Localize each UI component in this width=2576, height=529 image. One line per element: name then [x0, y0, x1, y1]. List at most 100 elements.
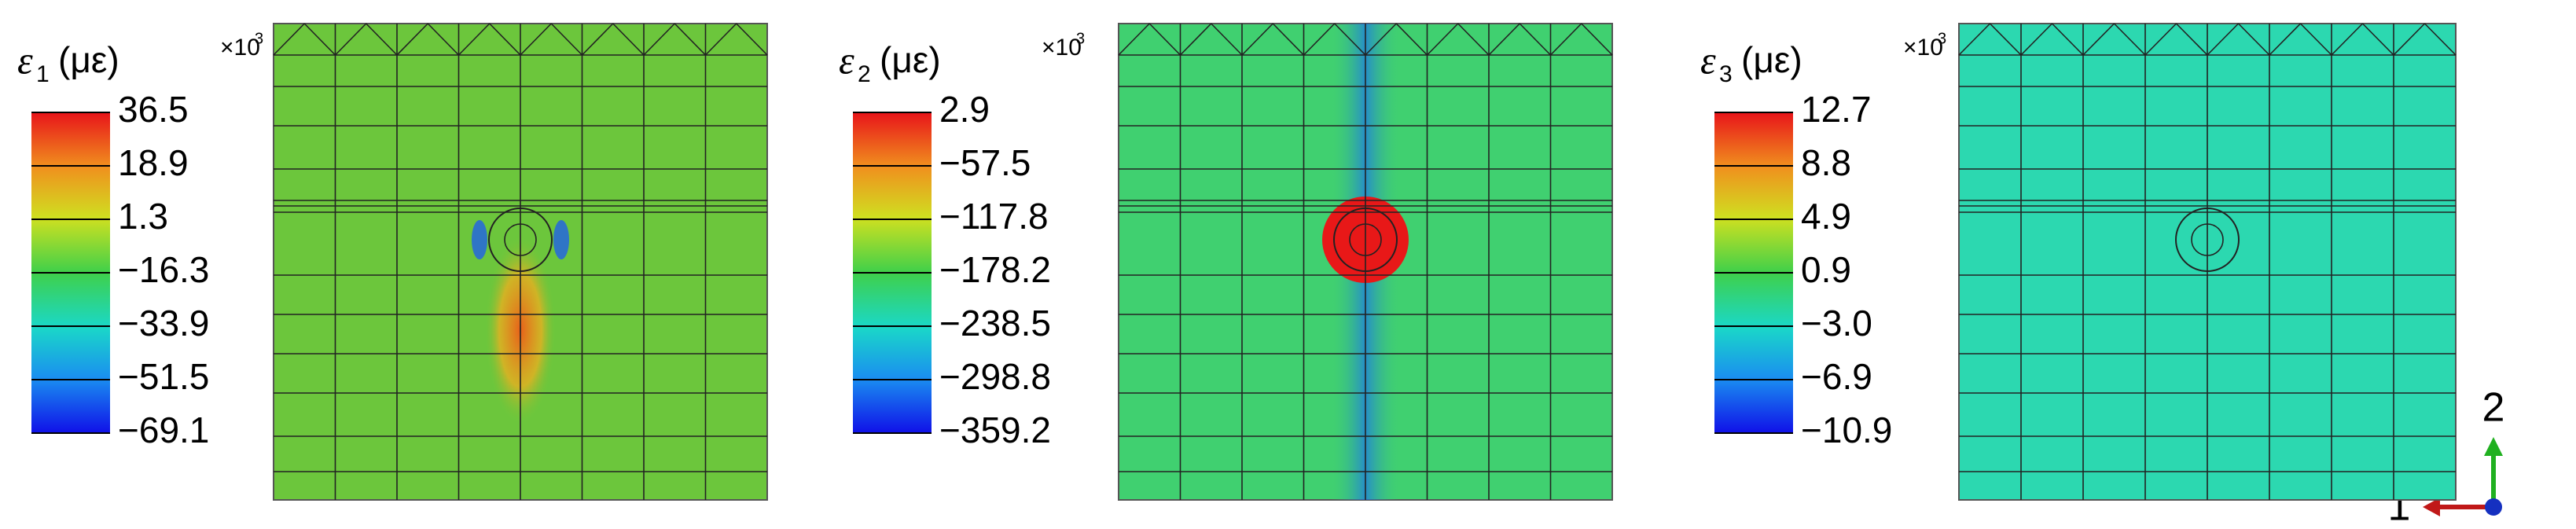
- mesh-line: [489, 23, 521, 56]
- mesh-line: [273, 23, 305, 56]
- title-unit: (με): [58, 39, 119, 80]
- mesh-line: [1334, 23, 1366, 56]
- panel: 2.9 −57.5 −117.8 −178.2 −238.5 −298.8 −359.2 ε 2…: [839, 23, 1613, 501]
- mesh-line: [427, 23, 460, 56]
- mesh-line: [1241, 23, 1273, 56]
- mesh-line: [674, 23, 707, 56]
- mesh-line: [458, 23, 491, 56]
- mesh-line: [2207, 23, 2240, 56]
- colorbar-label: −16.3: [118, 249, 209, 290]
- mesh-line: [1179, 23, 1212, 56]
- mesh-line: [612, 23, 645, 56]
- hole: [1333, 208, 1398, 272]
- mesh-line: [2423, 23, 2457, 56]
- mesh-line: [2237, 23, 2270, 56]
- colorbar-label: 2.9: [939, 89, 990, 130]
- colorbar-label: −117.8: [939, 196, 1049, 237]
- mesh-line: [396, 23, 428, 56]
- hole-inner: [1349, 223, 1382, 256]
- colorbar-label: 0.9: [1801, 249, 1851, 290]
- mesh-line: [1519, 23, 1552, 56]
- scale-exponent: 3: [1938, 30, 1946, 47]
- scale-exponent: 3: [255, 30, 263, 47]
- colorbar-label: −6.9: [1801, 356, 1872, 397]
- mesh-line: [303, 23, 336, 56]
- colorbar-label: −51.5: [118, 356, 209, 397]
- mesh-line: [1272, 23, 1305, 56]
- contour-plot: [1958, 23, 2457, 501]
- colorbar-label: −57.5: [939, 142, 1031, 183]
- mesh-line: [2144, 23, 2177, 56]
- contour-plot: [1118, 23, 1613, 501]
- colorbar-label: −33.9: [118, 303, 209, 343]
- mesh-line: [520, 23, 552, 56]
- hole: [2175, 208, 2240, 272]
- mesh-line: [2051, 23, 2084, 56]
- mesh-line: [2393, 23, 2426, 56]
- mesh-line: [1118, 23, 1150, 56]
- hole-inner: [504, 223, 537, 256]
- title-unit: (με): [880, 39, 941, 80]
- mesh-line: [334, 23, 367, 56]
- mesh-line: [2113, 23, 2146, 56]
- colorbar-label: 36.5: [118, 89, 189, 130]
- mesh-line: [1581, 23, 1613, 56]
- colorbar-label: −238.5: [939, 303, 1051, 343]
- title-subscript: 1: [36, 61, 50, 87]
- panel: 36.5 18.9 1.3 −16.3 −33.9 −51.5 −69.1 ε 1 (με) ×10…: [17, 23, 768, 501]
- hole-inner: [2191, 223, 2224, 256]
- title-symbol: ε: [17, 38, 33, 82]
- title-symbol: ε: [839, 38, 854, 82]
- mesh-line: [2299, 23, 2332, 56]
- mesh-line: [1211, 23, 1243, 56]
- title-subscript: 3: [1719, 61, 1733, 87]
- mesh-line: [2020, 23, 2053, 56]
- scale-exponent: 3: [1076, 30, 1085, 47]
- axis-2-label: 2: [2482, 385, 2505, 431]
- mesh-line: [2331, 23, 2364, 56]
- mesh-line: [1303, 23, 1336, 56]
- colorbar-label: 1.3: [118, 196, 168, 237]
- mesh-line: [2361, 23, 2394, 56]
- mesh-line: [1958, 23, 1991, 56]
- mesh-line: [2082, 23, 2115, 56]
- colorbar-label: 4.9: [1801, 196, 1851, 237]
- title-symbol: ε: [1700, 38, 1716, 82]
- mesh-line: [1365, 23, 1397, 56]
- scale-base: ×10: [220, 35, 260, 61]
- mesh-line: [1457, 23, 1490, 56]
- colorbar-label: −178.2: [939, 249, 1051, 290]
- colorbar-label: −3.0: [1801, 303, 1872, 343]
- mesh-line: [704, 23, 737, 56]
- hole: [488, 208, 553, 272]
- colorbar-label: −359.2: [939, 410, 1051, 450]
- mesh-line: [1549, 23, 1582, 56]
- mesh-line: [1989, 23, 2022, 56]
- scale-base: ×10: [1903, 35, 1943, 61]
- mesh-line: [1148, 23, 1181, 56]
- colorbar-label: −69.1: [118, 410, 209, 450]
- title-unit: (με): [1741, 39, 1802, 80]
- axis-3-dot: [2485, 498, 2502, 516]
- mesh-line: [2269, 23, 2302, 56]
- mesh-line: [643, 23, 675, 56]
- mesh-line: [1426, 23, 1459, 56]
- mesh-line: [550, 23, 583, 56]
- axis-2-head: [2484, 437, 2503, 456]
- colorbar-label: 12.7: [1801, 89, 1872, 130]
- mesh-line: [1488, 23, 1520, 56]
- axis-1-head: [2423, 498, 2440, 516]
- mesh-line: [581, 23, 614, 56]
- contour-plot: [273, 23, 768, 501]
- mesh-line: [366, 23, 398, 56]
- colorbar-label: 8.8: [1801, 142, 1851, 183]
- title-subscript: 2: [858, 61, 871, 87]
- strain-low: [472, 220, 487, 259]
- colorbar-label: 18.9: [118, 142, 189, 183]
- mesh-line: [1395, 23, 1428, 56]
- colorbar-label: −298.8: [939, 356, 1051, 397]
- mesh-line: [736, 23, 768, 56]
- panel: 12.78.84.90.9−3.0−6.9−10.9ε 3 (με) ×103: [1700, 23, 2457, 501]
- mesh-line: [2175, 23, 2208, 56]
